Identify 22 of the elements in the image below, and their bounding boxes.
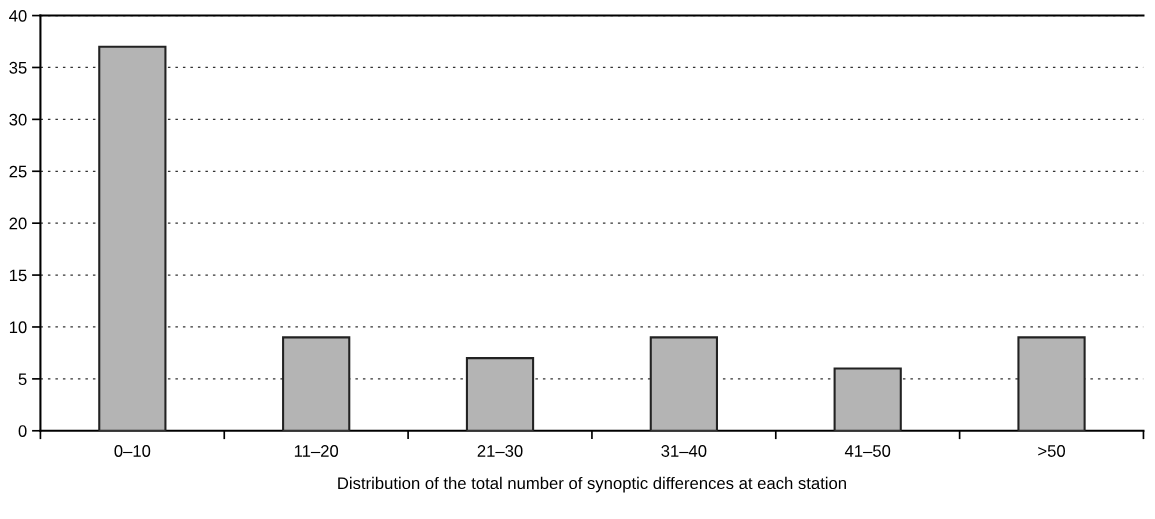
y-tick-label: 5: [18, 373, 27, 386]
y-tick-label: 15: [9, 269, 27, 282]
bar: [833, 367, 902, 431]
x-tick-label: 31–40: [661, 445, 707, 457]
x-tick-label: 0–10: [114, 445, 151, 457]
bar: [98, 45, 167, 431]
y-tick-label: 35: [9, 61, 27, 74]
x-axis-title: Distribution of the total number of synoptic differences at each station: [338, 476, 846, 493]
x-tick-label: 11–20: [294, 445, 339, 457]
bar: [465, 357, 535, 431]
y-tick-label: 10: [9, 321, 27, 334]
bar: [649, 336, 718, 431]
bar: [1017, 336, 1086, 431]
bar: [282, 336, 351, 431]
x-tick-label: >50: [1038, 445, 1066, 457]
y-tick-label: 40: [9, 9, 27, 22]
y-tick-label: 20: [9, 217, 27, 230]
y-tick-label: 0: [18, 425, 27, 437]
y-tick-label: 25: [9, 165, 27, 178]
x-tick-label: 21–30: [477, 445, 523, 457]
x-tick-label: 41–50: [844, 445, 891, 457]
y-tick-label: 30: [9, 113, 27, 126]
